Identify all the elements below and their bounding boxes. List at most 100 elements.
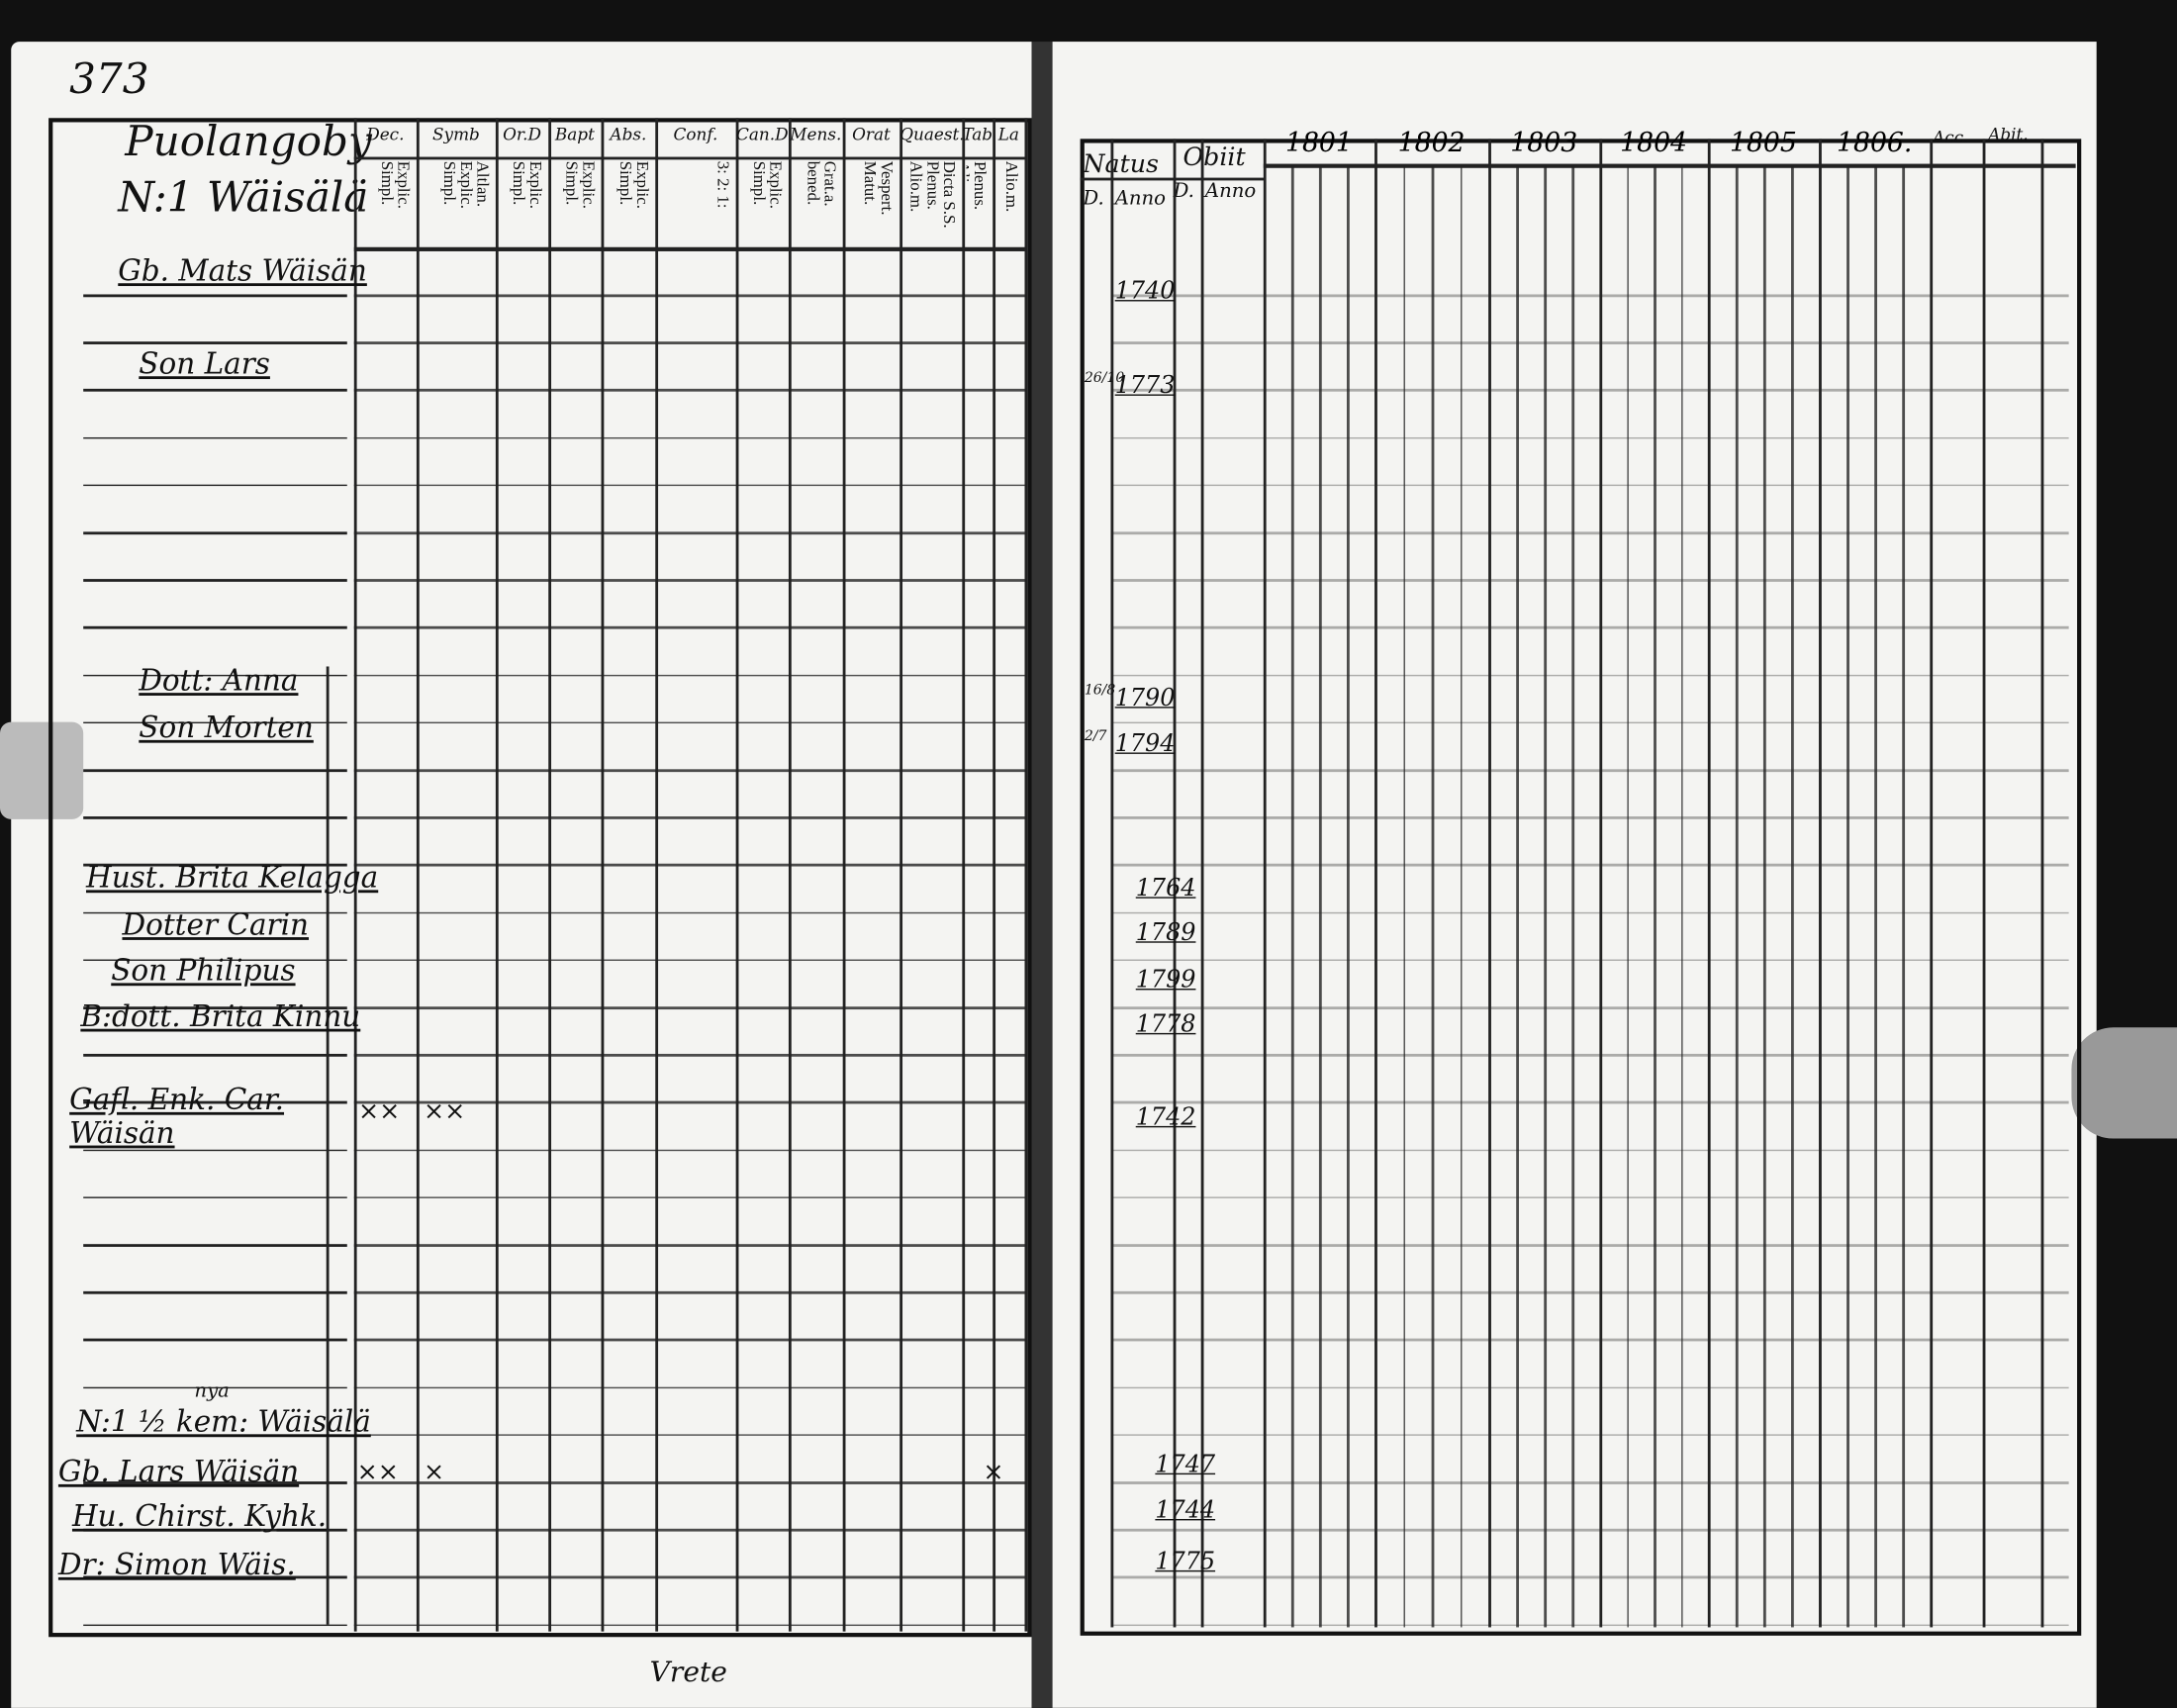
row-rule — [1110, 911, 2069, 914]
column-subheader: Grat.a. bened. — [804, 160, 839, 207]
row-rule — [353, 1481, 1025, 1484]
column-header: La — [997, 125, 1019, 144]
acc-header: Acc. — [1933, 128, 1969, 147]
obiit-anno-header: Anno — [1204, 180, 1257, 203]
quarter-rule — [1874, 166, 1877, 1628]
row-rule — [1110, 721, 2069, 724]
mark: ×× — [357, 1096, 401, 1126]
column-rule — [1930, 139, 1933, 1628]
person-name: N:1 ½ kem: Wäisälä — [76, 1404, 371, 1439]
right-table-border — [1080, 139, 2082, 1636]
column-rule — [1599, 139, 1602, 1628]
birth-year: 1744 — [1155, 1496, 1216, 1525]
row-rule — [353, 341, 1025, 344]
birth-year: 1740 — [1114, 277, 1176, 306]
column-rule — [1200, 139, 1203, 1628]
year-header: 1801 — [1285, 128, 1353, 158]
person-name: Hust. Brita Kelagga — [85, 860, 379, 895]
row-rule — [353, 436, 1025, 439]
person-name: Dott: Anna — [139, 663, 299, 698]
left-table-border — [48, 118, 1032, 1638]
natus-header: Natus — [1083, 149, 1159, 179]
name-rule — [83, 294, 347, 297]
column-header: Mens. — [790, 125, 842, 144]
column-subheader: Explic. Simpl. — [562, 160, 598, 209]
row-rule — [353, 1054, 1025, 1057]
mark: × — [983, 1458, 1004, 1487]
row-rule — [1110, 294, 2069, 297]
quarter-rule — [1654, 166, 1656, 1628]
person-name: B:dott. Brita Kinnu — [80, 999, 361, 1033]
person-name: Gb. Mats Wäisän — [118, 253, 367, 288]
row-rule — [353, 1101, 1025, 1104]
row-rule — [353, 531, 1025, 534]
row-rule — [1110, 1481, 2069, 1484]
quarter-rule — [1790, 166, 1794, 1628]
footer-note: Vrete — [649, 1655, 727, 1689]
name-rule — [83, 674, 347, 677]
birth-year: 1799 — [1135, 966, 1196, 995]
row-rule — [353, 1576, 1025, 1579]
birth-year: 1742 — [1135, 1103, 1196, 1132]
header-rule — [1080, 177, 1266, 180]
quarter-rule — [1902, 166, 1905, 1628]
name-rule — [83, 1481, 347, 1484]
name-rule — [83, 1576, 347, 1579]
column-subheader: Vespert. Matut. — [860, 160, 896, 216]
column-subheader: Explic. Simpl. — [749, 160, 785, 209]
mark: ×× — [356, 1458, 399, 1487]
column-subheader: Explic. Simpl. — [615, 160, 652, 209]
name-rule — [83, 1339, 347, 1342]
quarter-rule — [1318, 166, 1322, 1628]
row-rule — [1110, 1006, 2069, 1009]
person-name: Gb. Lars Wäisän — [57, 1455, 300, 1489]
column-header: Quaest. — [899, 125, 963, 144]
abit-header: Abit. — [1988, 125, 2029, 144]
quarter-rule — [1680, 166, 1683, 1628]
quarter-rule — [1516, 166, 1519, 1628]
page-number: 373 — [69, 55, 149, 105]
person-name: Son Lars — [139, 346, 270, 381]
row-rule — [353, 1434, 1025, 1437]
column-subheader: Explic. Simpl. — [509, 160, 545, 209]
column-header: Conf. — [673, 125, 718, 144]
name-rule — [83, 579, 347, 582]
year-header: 1804 — [1620, 128, 1688, 158]
row-rule — [1110, 674, 2069, 677]
name-rule — [83, 1149, 347, 1152]
row-rule — [1110, 341, 2069, 344]
name-rule — [83, 531, 347, 534]
year-header: 1806. — [1837, 128, 1913, 158]
column-rule — [788, 118, 792, 1632]
row-rule — [1110, 531, 2069, 534]
name-rule — [83, 1386, 347, 1389]
name-rule — [83, 1434, 347, 1437]
column-header: Can.D — [735, 125, 789, 144]
birth-year: 1773 — [1114, 372, 1176, 401]
birth-day: 26/10 — [1084, 370, 1125, 387]
row-rule — [353, 1244, 1025, 1247]
column-header: Or.D — [503, 125, 541, 144]
person-name: Dr: Simon Wäis. — [57, 1548, 296, 1582]
column-rule — [416, 118, 420, 1632]
row-rule — [1110, 816, 2069, 819]
person-name: Son Morten — [139, 711, 314, 745]
quarter-rule — [1626, 166, 1629, 1628]
row-rule — [1110, 1339, 2069, 1342]
name-rule — [83, 1291, 347, 1294]
left-page — [11, 42, 1032, 1708]
finger-left — [0, 721, 84, 819]
row-rule — [1110, 1529, 2069, 1532]
row-rule — [353, 911, 1025, 914]
name-rule — [83, 864, 347, 867]
column-header: Tabe — [962, 125, 994, 144]
year-header: 1803 — [1510, 128, 1578, 158]
quarter-rule — [1735, 166, 1738, 1628]
name-rule — [83, 1196, 347, 1199]
column-rule — [899, 118, 902, 1632]
column-rule — [993, 118, 995, 1632]
name-rule — [83, 1101, 347, 1104]
birth-day: 2/7 — [1084, 728, 1107, 745]
column-rule — [495, 118, 499, 1632]
name-rule — [83, 959, 347, 962]
